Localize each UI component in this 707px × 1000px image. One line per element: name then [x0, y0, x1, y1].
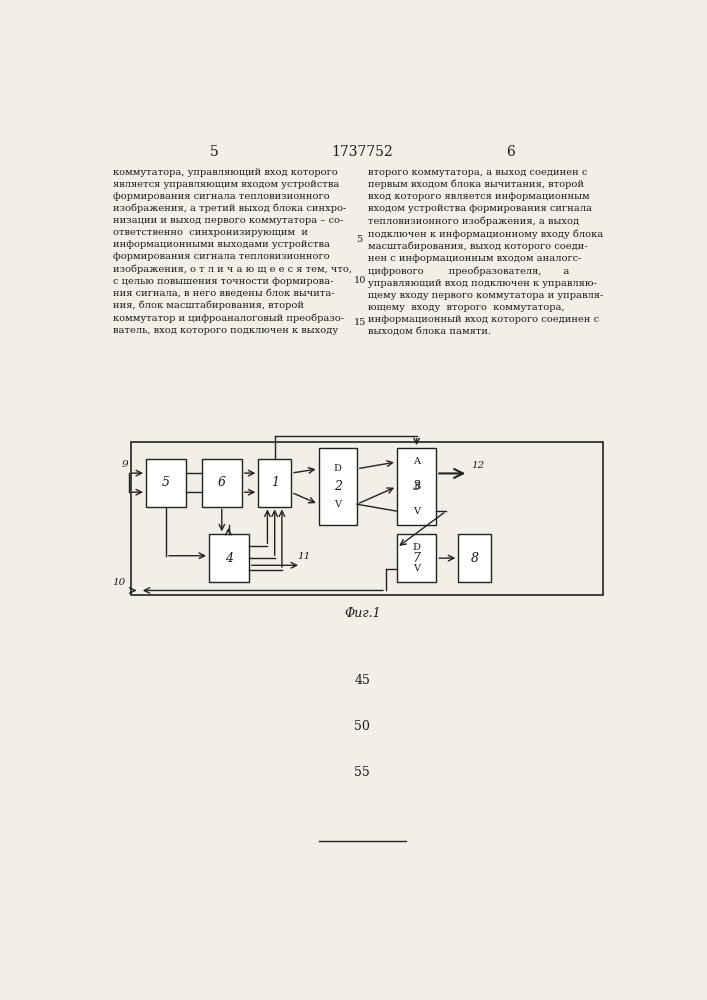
- FancyBboxPatch shape: [458, 534, 491, 582]
- Text: 12: 12: [472, 461, 484, 470]
- Text: 8: 8: [471, 552, 479, 565]
- Text: 4: 4: [225, 552, 233, 565]
- Text: 3: 3: [413, 480, 421, 493]
- Text: V: V: [334, 500, 341, 509]
- FancyBboxPatch shape: [201, 459, 242, 507]
- Text: D: D: [413, 543, 421, 552]
- Text: 6: 6: [506, 145, 515, 159]
- Text: 55: 55: [354, 766, 370, 779]
- FancyBboxPatch shape: [258, 459, 291, 507]
- Text: коммутатора, управляющий вход которого
является управляющим входом устройства
фо: коммутатора, управляющий вход которого я…: [113, 168, 352, 335]
- Text: D: D: [334, 464, 341, 473]
- Text: 7: 7: [413, 552, 421, 565]
- Text: 1: 1: [271, 476, 279, 489]
- Text: 45: 45: [354, 674, 370, 687]
- Text: 5: 5: [162, 476, 170, 489]
- Text: 10: 10: [112, 578, 126, 587]
- Text: V: V: [413, 507, 420, 516]
- FancyBboxPatch shape: [397, 448, 436, 525]
- FancyBboxPatch shape: [397, 534, 436, 582]
- Text: A: A: [413, 457, 420, 466]
- Text: 9: 9: [122, 460, 129, 469]
- Text: 11: 11: [297, 552, 310, 561]
- Text: 1737752: 1737752: [332, 145, 393, 159]
- Text: V: V: [413, 564, 420, 573]
- Text: 5: 5: [356, 235, 363, 244]
- Text: 5: 5: [210, 145, 218, 159]
- FancyBboxPatch shape: [146, 459, 186, 507]
- Text: B: B: [413, 482, 420, 491]
- Text: 2: 2: [334, 480, 341, 493]
- Text: второго коммутатора, а выход соединен с
первым входом блока вычитания, второй
вх: второго коммутатора, а выход соединен с …: [368, 168, 603, 336]
- Text: 50: 50: [354, 720, 370, 733]
- Text: 6: 6: [218, 476, 226, 489]
- FancyBboxPatch shape: [319, 448, 357, 525]
- Text: 10: 10: [354, 276, 366, 285]
- FancyBboxPatch shape: [209, 534, 249, 582]
- Text: 15: 15: [354, 318, 366, 327]
- Text: Φиг.1: Φиг.1: [344, 607, 380, 620]
